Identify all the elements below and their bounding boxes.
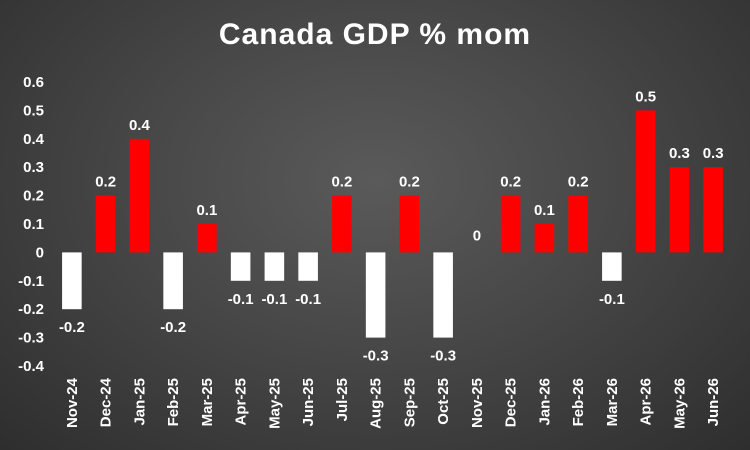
x-tick-label: May-25 xyxy=(266,378,283,429)
data-label: 0.2 xyxy=(399,174,420,191)
bar xyxy=(298,252,318,281)
x-tick-label: Apr-26 xyxy=(638,378,655,426)
bar xyxy=(332,195,352,253)
bar xyxy=(703,167,723,253)
data-label: 0.2 xyxy=(95,174,116,191)
bar xyxy=(197,224,217,253)
x-tick-label: Jun-26 xyxy=(705,378,722,426)
bar xyxy=(635,110,656,253)
x-tick-label: Jan-25 xyxy=(131,378,148,426)
bar xyxy=(500,195,521,253)
bar xyxy=(129,138,150,253)
x-tick-label: Sep-25 xyxy=(401,378,418,427)
x-tick-label: May-26 xyxy=(671,378,688,429)
y-tick-label: 0 xyxy=(36,244,44,261)
y-tick-label: 0.2 xyxy=(23,188,44,205)
data-label: 0.5 xyxy=(635,88,656,105)
bar xyxy=(568,195,588,253)
x-tick-label: Jul-25 xyxy=(334,378,351,421)
x-tick-label: Feb-25 xyxy=(165,378,182,426)
y-tick-label: 0.6 xyxy=(23,74,44,91)
x-tick-label: Jun-25 xyxy=(300,378,317,426)
x-tick-label: Aug-25 xyxy=(368,378,385,429)
data-label: -0.2 xyxy=(160,319,186,336)
x-tick-label: Dec-25 xyxy=(503,378,520,427)
data-label: 0 xyxy=(473,227,481,244)
data-label: -0.2 xyxy=(59,319,85,336)
y-tick-label: -0.2 xyxy=(18,301,44,318)
bar xyxy=(95,195,116,253)
x-tick-label: Nov-25 xyxy=(469,378,486,428)
data-label: -0.1 xyxy=(261,291,287,308)
x-tick-label: Nov-24 xyxy=(64,377,81,428)
bar xyxy=(534,224,555,253)
chart-title: Canada GDP % mom xyxy=(218,18,532,51)
data-label: 0.2 xyxy=(568,174,589,191)
data-label: 0.2 xyxy=(500,174,521,191)
data-label: -0.1 xyxy=(228,291,254,308)
bar xyxy=(433,252,453,338)
bar xyxy=(399,195,420,253)
data-label: 0.1 xyxy=(196,202,217,219)
bar xyxy=(365,252,386,338)
y-tick-label: -0.1 xyxy=(18,273,44,290)
bar xyxy=(230,252,251,281)
x-tick-label: Mar-26 xyxy=(604,378,621,426)
y-tick-label: 0.1 xyxy=(23,216,44,233)
y-tick-label: -0.3 xyxy=(18,330,44,347)
bar xyxy=(163,252,183,310)
x-tick-label: Feb-26 xyxy=(570,378,587,426)
x-tick-label: Apr-25 xyxy=(233,378,250,426)
x-tick-label: Mar-25 xyxy=(199,378,216,426)
data-label: 0.3 xyxy=(703,145,724,162)
x-tick-label: Dec-24 xyxy=(98,377,115,427)
data-label: 0.3 xyxy=(669,145,690,162)
bar xyxy=(602,252,622,281)
bar xyxy=(62,252,82,310)
y-tick-label: 0.5 xyxy=(23,102,44,119)
data-label: 0.1 xyxy=(534,202,555,219)
y-tick-label: -0.4 xyxy=(18,358,45,375)
y-tick-label: 0.3 xyxy=(23,159,44,176)
data-label: -0.3 xyxy=(430,348,456,365)
data-label: -0.1 xyxy=(295,291,321,308)
data-label: 0.2 xyxy=(331,174,352,191)
data-label: -0.1 xyxy=(599,291,625,308)
data-label: -0.3 xyxy=(363,348,389,365)
y-tick-label: 0.4 xyxy=(23,131,45,148)
x-tick-label: Jan-26 xyxy=(536,378,553,426)
bar xyxy=(669,167,690,253)
bar xyxy=(264,252,285,281)
data-label: 0.4 xyxy=(129,117,151,134)
x-tick-label: Oct-25 xyxy=(435,378,452,425)
